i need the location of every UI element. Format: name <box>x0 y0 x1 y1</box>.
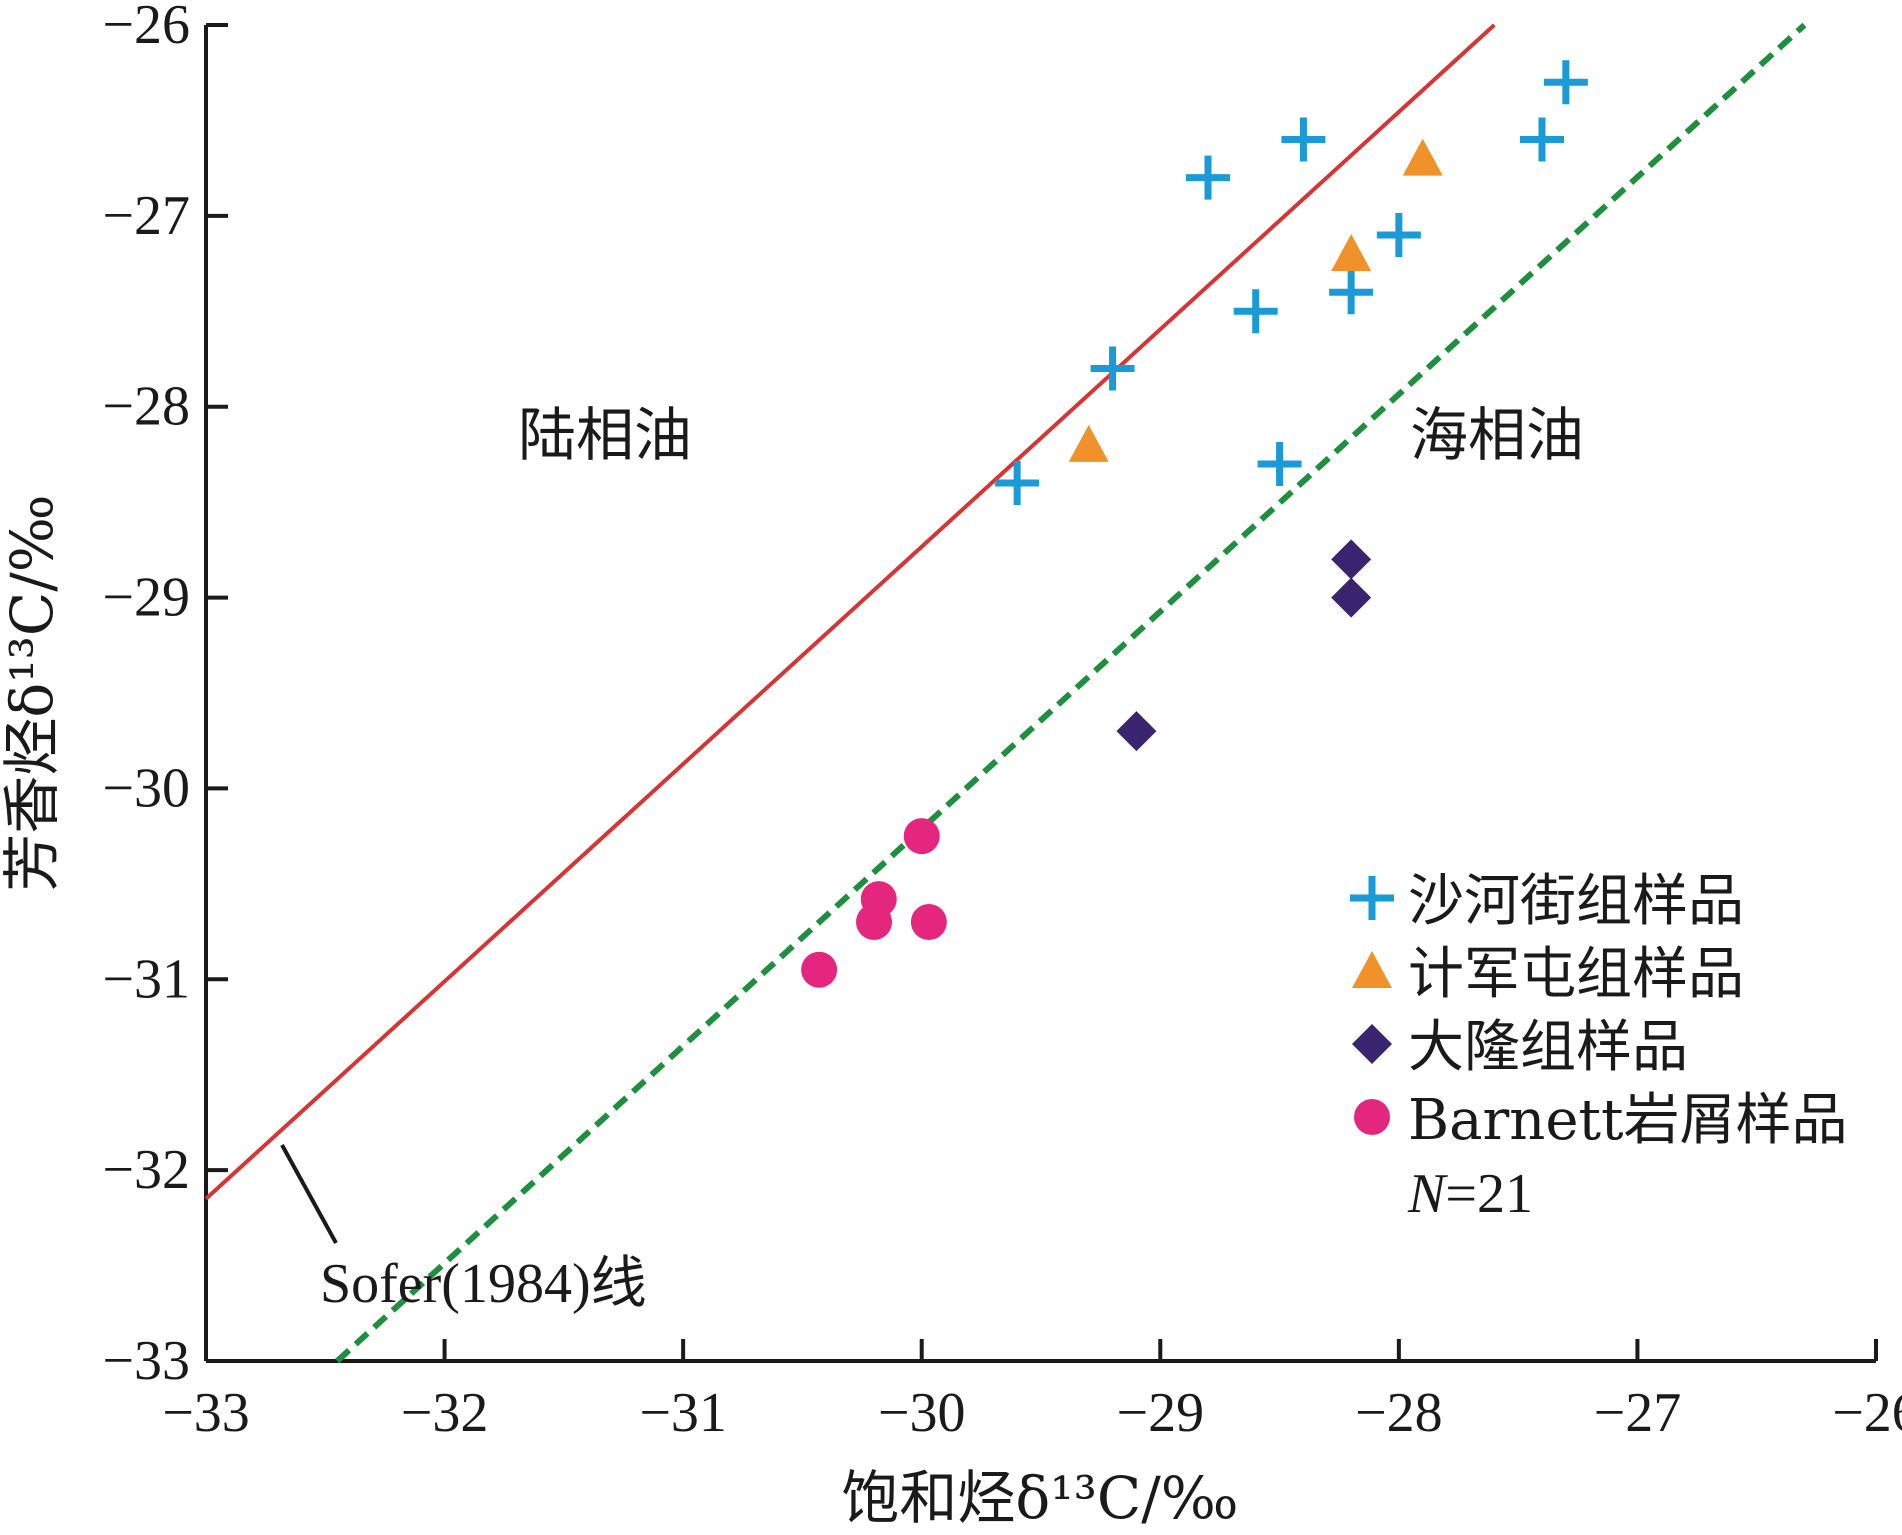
x-tick-label: −27 <box>1594 1382 1682 1444</box>
y-tick-label: −30 <box>102 757 190 819</box>
divider-line <box>335 22 1807 1364</box>
legend-label: 沙河街组样品 <box>1408 869 1744 934</box>
data-point-plus <box>1329 270 1374 315</box>
data-points <box>801 60 1588 988</box>
x-tick-label: −31 <box>639 1382 727 1444</box>
legend-marker-circle <box>1354 1099 1390 1135</box>
data-point-plus <box>1090 346 1135 391</box>
data-point-diamond <box>1116 711 1157 752</box>
n-value: =21 <box>1445 1163 1533 1225</box>
x-tick-label: −28 <box>1355 1382 1443 1444</box>
data-point-plus <box>1233 289 1278 334</box>
legend-label: 大隆组样品 <box>1408 1015 1688 1080</box>
y-tick-label: −29 <box>102 567 190 629</box>
legend-marker-triangle <box>1352 951 1392 988</box>
x-tick-label: −33 <box>162 1382 250 1444</box>
marine-oil-label: 海相油 <box>1410 401 1584 469</box>
data-point-plus <box>1257 441 1302 486</box>
data-point-triangle <box>1331 234 1372 272</box>
data-point-plus <box>1543 60 1588 105</box>
sofer-leader-line <box>280 1144 338 1244</box>
x-tick-label: −29 <box>1116 1382 1204 1444</box>
x-tick-label: −32 <box>401 1382 489 1444</box>
y-tick-label: −33 <box>102 1330 190 1392</box>
data-point-circle <box>910 904 947 941</box>
data-point-triangle <box>1402 138 1443 176</box>
legend-marker-plus <box>1350 876 1394 920</box>
data-point-plus <box>1281 117 1326 162</box>
data-point-diamond <box>1331 577 1372 618</box>
y-tick-label: −28 <box>102 376 190 438</box>
x-tick-label: −30 <box>878 1382 966 1444</box>
axis-ticks: −33 −32 −31 −30 −29 −28 −27 −26 −33 −32 −31 −30 −29 −… <box>102 0 1902 1444</box>
data-point-plus <box>1376 212 1421 257</box>
data-point-circle <box>856 904 892 941</box>
y-tick-label: −32 <box>102 1139 190 1201</box>
y-tick-label: −26 <box>102 0 190 56</box>
data-point-plus <box>1186 155 1230 200</box>
data-point-triangle <box>1068 424 1109 462</box>
data-point-circle <box>903 818 940 855</box>
n-italic: N <box>1407 1163 1448 1225</box>
terrestrial-oil-label: 陆相油 <box>518 401 692 469</box>
data-point-diamond <box>1331 539 1372 580</box>
x-axis-title: 饱和烃δ¹³C/‰ <box>841 1464 1238 1532</box>
legend-label: Barnett岩屑样品 <box>1408 1088 1848 1153</box>
y-tick-label: −27 <box>102 185 190 247</box>
y-axis-title: 芳香烃δ¹³C/‰ <box>0 494 66 891</box>
legend-label: 计军屯组样品 <box>1408 942 1744 1007</box>
reference-lines <box>204 22 1807 1364</box>
data-point-plus <box>1520 117 1564 162</box>
x-tick-label: −26 <box>1832 1382 1902 1444</box>
y-tick-label: −31 <box>102 948 190 1010</box>
sofer-line-label: Sofer(1984)线 <box>320 1253 647 1315</box>
sample-count-label: N=21 <box>1407 1163 1533 1225</box>
data-point-circle <box>801 951 838 988</box>
data-point-plus <box>995 461 1040 506</box>
legend-marker-diamond <box>1352 1024 1392 1064</box>
sofer-line <box>204 23 1496 1201</box>
